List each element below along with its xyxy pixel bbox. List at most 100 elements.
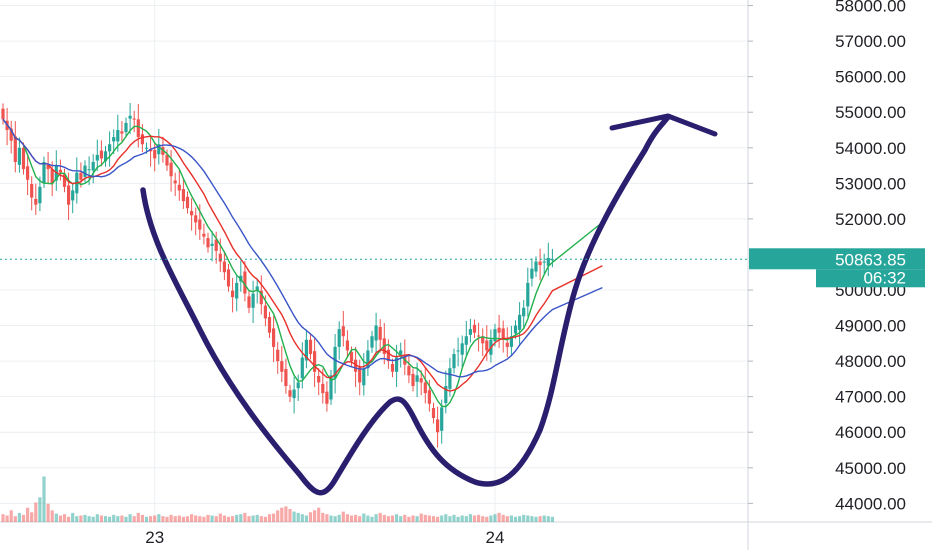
volume-bar	[169, 514, 173, 522]
candle-body	[296, 382, 300, 389]
volume-bar	[91, 516, 95, 522]
candle-body	[71, 190, 75, 201]
volume-bar	[378, 512, 382, 522]
price-tick-label: 49000.00	[835, 317, 906, 336]
candle-body	[190, 211, 194, 216]
candle-body	[128, 115, 132, 119]
candle-body	[427, 390, 431, 404]
candle-body	[91, 162, 95, 171]
candle-body	[374, 325, 378, 341]
volume-bar	[501, 514, 505, 522]
volume-bar	[448, 516, 452, 522]
candle-body	[1, 108, 5, 120]
candle-body	[505, 342, 509, 347]
price-tick-label: 55000.00	[835, 103, 906, 122]
candle-body	[513, 325, 518, 334]
time-tick-label: 24	[486, 528, 505, 547]
candle-body	[448, 368, 452, 389]
volume-bar	[513, 516, 518, 522]
volume-bar	[34, 502, 38, 522]
volume-bar	[251, 515, 255, 522]
candle-body	[9, 128, 13, 141]
candle-body	[362, 368, 366, 386]
volume-bar	[124, 516, 128, 522]
candle-body	[181, 189, 185, 202]
candle-body	[153, 149, 157, 159]
volume-bar	[382, 514, 386, 522]
price-tick-label: 47000.00	[835, 388, 906, 407]
volume-bar	[472, 515, 477, 522]
price-tick-label: 57000.00	[835, 32, 906, 51]
candle-body	[386, 349, 390, 362]
candle-body	[366, 350, 370, 369]
volume-bar	[345, 514, 349, 522]
candle-body	[272, 328, 276, 347]
volume-bar	[153, 515, 157, 522]
price-tick-label: 56000.00	[835, 68, 906, 87]
candle-body	[337, 329, 341, 347]
candle-body	[202, 233, 206, 237]
volume-bar	[341, 511, 345, 522]
candle-body	[83, 165, 87, 177]
candle-body	[116, 130, 120, 142]
candle-body	[30, 184, 34, 198]
candle-body	[280, 361, 284, 372]
candle-body	[390, 363, 395, 372]
volume-bar	[518, 516, 522, 522]
candle-body	[136, 119, 140, 138]
candle-body	[456, 350, 460, 352]
candle-body	[173, 180, 177, 184]
candle-body	[333, 346, 337, 379]
volume-bar	[226, 516, 231, 522]
candle-body	[284, 368, 288, 386]
candle-body	[546, 258, 550, 266]
volume-bar	[399, 516, 403, 522]
w-pattern-drawing	[140, 113, 718, 496]
volume-bar	[21, 514, 26, 522]
candle-body	[341, 326, 345, 337]
candle-body	[472, 324, 477, 333]
volume-bar	[120, 515, 124, 522]
volume-bar	[390, 515, 395, 522]
volume-bar	[83, 514, 87, 522]
volume-bar	[477, 514, 481, 522]
volume-bar	[165, 516, 169, 522]
candle-body	[288, 390, 292, 397]
candle-body	[112, 137, 116, 142]
volume-bar	[534, 516, 538, 522]
volume-bar	[370, 516, 374, 522]
volume-bar	[17, 512, 21, 522]
price-tick-label: 58000.00	[835, 0, 906, 16]
time-tick-label: 23	[145, 528, 164, 547]
candle-body	[349, 351, 354, 362]
volume-bar	[42, 476, 46, 522]
ma-line-6	[2, 118, 603, 408]
countdown-box	[816, 269, 925, 288]
candle-body	[481, 336, 485, 344]
volume-bar	[13, 516, 17, 522]
candle-body	[214, 239, 218, 251]
volume-bar	[198, 516, 202, 522]
volume-bar	[431, 516, 436, 522]
volume-bar	[292, 511, 296, 522]
candle-body	[419, 378, 423, 383]
volume-bar	[542, 515, 546, 522]
volume-bar	[354, 514, 358, 522]
price-tick-label: 54000.00	[835, 139, 906, 158]
volume-bar	[493, 514, 497, 522]
volume-bar	[436, 516, 440, 522]
volume-bar	[259, 516, 263, 522]
volume-bar	[526, 515, 530, 522]
candle-body	[518, 314, 522, 330]
volume-bar	[481, 516, 485, 522]
volume-bar	[112, 514, 116, 522]
volume-bar	[427, 515, 431, 522]
volume-bar	[50, 510, 54, 522]
volume-bar	[181, 516, 185, 522]
candle-body	[464, 336, 468, 345]
price-tag-label: 50863.85	[835, 250, 906, 269]
volume-bar	[9, 510, 13, 522]
volume-bar	[222, 515, 226, 522]
volume-bar	[296, 512, 300, 522]
volume-bar	[255, 514, 259, 522]
